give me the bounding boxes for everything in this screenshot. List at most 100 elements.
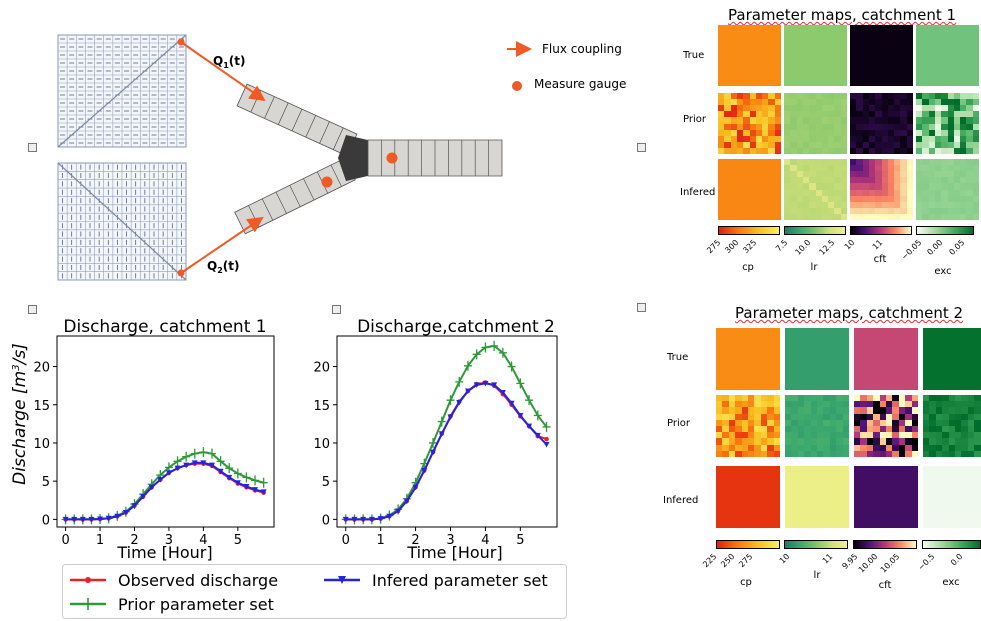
map-pixel [797,419,805,427]
map-pixel [722,395,730,402]
data-point [507,361,516,372]
map-pixel [898,419,906,427]
map-pixel [810,419,818,427]
map-pixel [724,135,732,143]
map-pixel [934,117,942,124]
map-pixel [894,195,901,203]
map-pixel [856,141,864,149]
map-pixel [887,159,895,166]
map-pixel [796,213,804,221]
data-point [525,395,534,406]
map-pixel [728,395,736,402]
map-pixel [718,123,725,131]
map-pixel [916,183,923,190]
map-pixel [900,141,908,149]
map-pixel [934,135,942,143]
map-pixel [735,432,743,439]
map-pixel [802,171,810,178]
map-pixel [934,195,942,203]
data-point [437,416,446,427]
map-pixel [887,129,895,137]
maps2-cft-tick: 10.05 [878,552,902,575]
map-pixel [741,413,749,421]
map-pixel [773,395,781,402]
map-cell-cp [718,93,782,155]
map-pixel [972,207,980,215]
x-tick-label: 2 [411,533,419,548]
x-tick-label: 4 [481,533,489,548]
placeholder-marker [332,305,341,314]
data-point [140,493,147,500]
map-pixel [955,419,962,427]
maps1-row-infered: Infered [680,187,716,198]
maps2-cp-tick: 225 [701,552,719,570]
map-pixel [928,183,936,190]
map-pixel [828,165,835,172]
map-pixel [716,438,723,446]
map-pixel [748,432,755,439]
map-pixel [840,171,848,178]
map-pixel [730,111,738,118]
map-pixel [948,438,956,446]
maps1-cp-tick: 275 [705,238,723,256]
map-pixel [735,419,743,427]
data-point [472,349,481,360]
map-pixel [862,135,870,143]
map-pixel [724,147,732,155]
map-pixel [892,450,900,458]
map-pixel [894,99,901,106]
map-pixel [850,177,857,184]
map-pixel [942,450,950,458]
map-pixel [850,117,857,124]
map-pixel [754,413,762,421]
map-pixel [829,395,837,402]
y-tick-label: 20 [33,361,50,376]
map-pixel [856,99,864,106]
map-pixel [802,123,810,131]
map-pixel [840,105,848,112]
map-pixel [791,401,799,408]
map-cell-cft [854,395,919,458]
map-pixel [856,189,864,197]
data-point [182,451,191,462]
map-pixel [948,450,956,458]
map-pixel [873,444,881,452]
map-pixel [879,438,887,446]
map-pixel [922,129,930,137]
map-pixel [947,111,955,118]
map-pixel [873,438,881,446]
map-pixel [735,438,743,446]
map-pixel [942,395,950,402]
map-pixel [828,99,835,106]
map-pixel [960,135,967,143]
map-pixel [941,195,948,203]
map-pixel [906,165,914,172]
map-pixel [854,395,861,402]
map-pixel [821,117,829,124]
map-pixel [784,201,791,209]
map-pixel [881,201,889,209]
map-pixel [760,419,768,427]
map-pixel [797,432,805,439]
map-pixel [972,165,980,172]
map-pixel [815,135,823,143]
map-pixel [834,189,842,197]
map-pixel [916,201,923,209]
map-pixel [922,189,930,197]
map-pixel [941,135,948,143]
map-pixel [922,159,930,166]
data-point [412,484,419,491]
map-pixel [790,129,798,137]
map-pixel [906,171,914,178]
data-point [225,463,234,474]
map-pixel [881,183,889,190]
y-tick-label: 20 [313,361,330,376]
map-pixel [748,413,755,421]
map-pixel [821,141,829,149]
map-pixel [762,117,769,124]
map-pixel [935,413,943,421]
map-pixel [796,123,804,131]
map-pixel [881,207,889,215]
map-pixel [796,207,804,215]
map-pixel [953,159,961,166]
